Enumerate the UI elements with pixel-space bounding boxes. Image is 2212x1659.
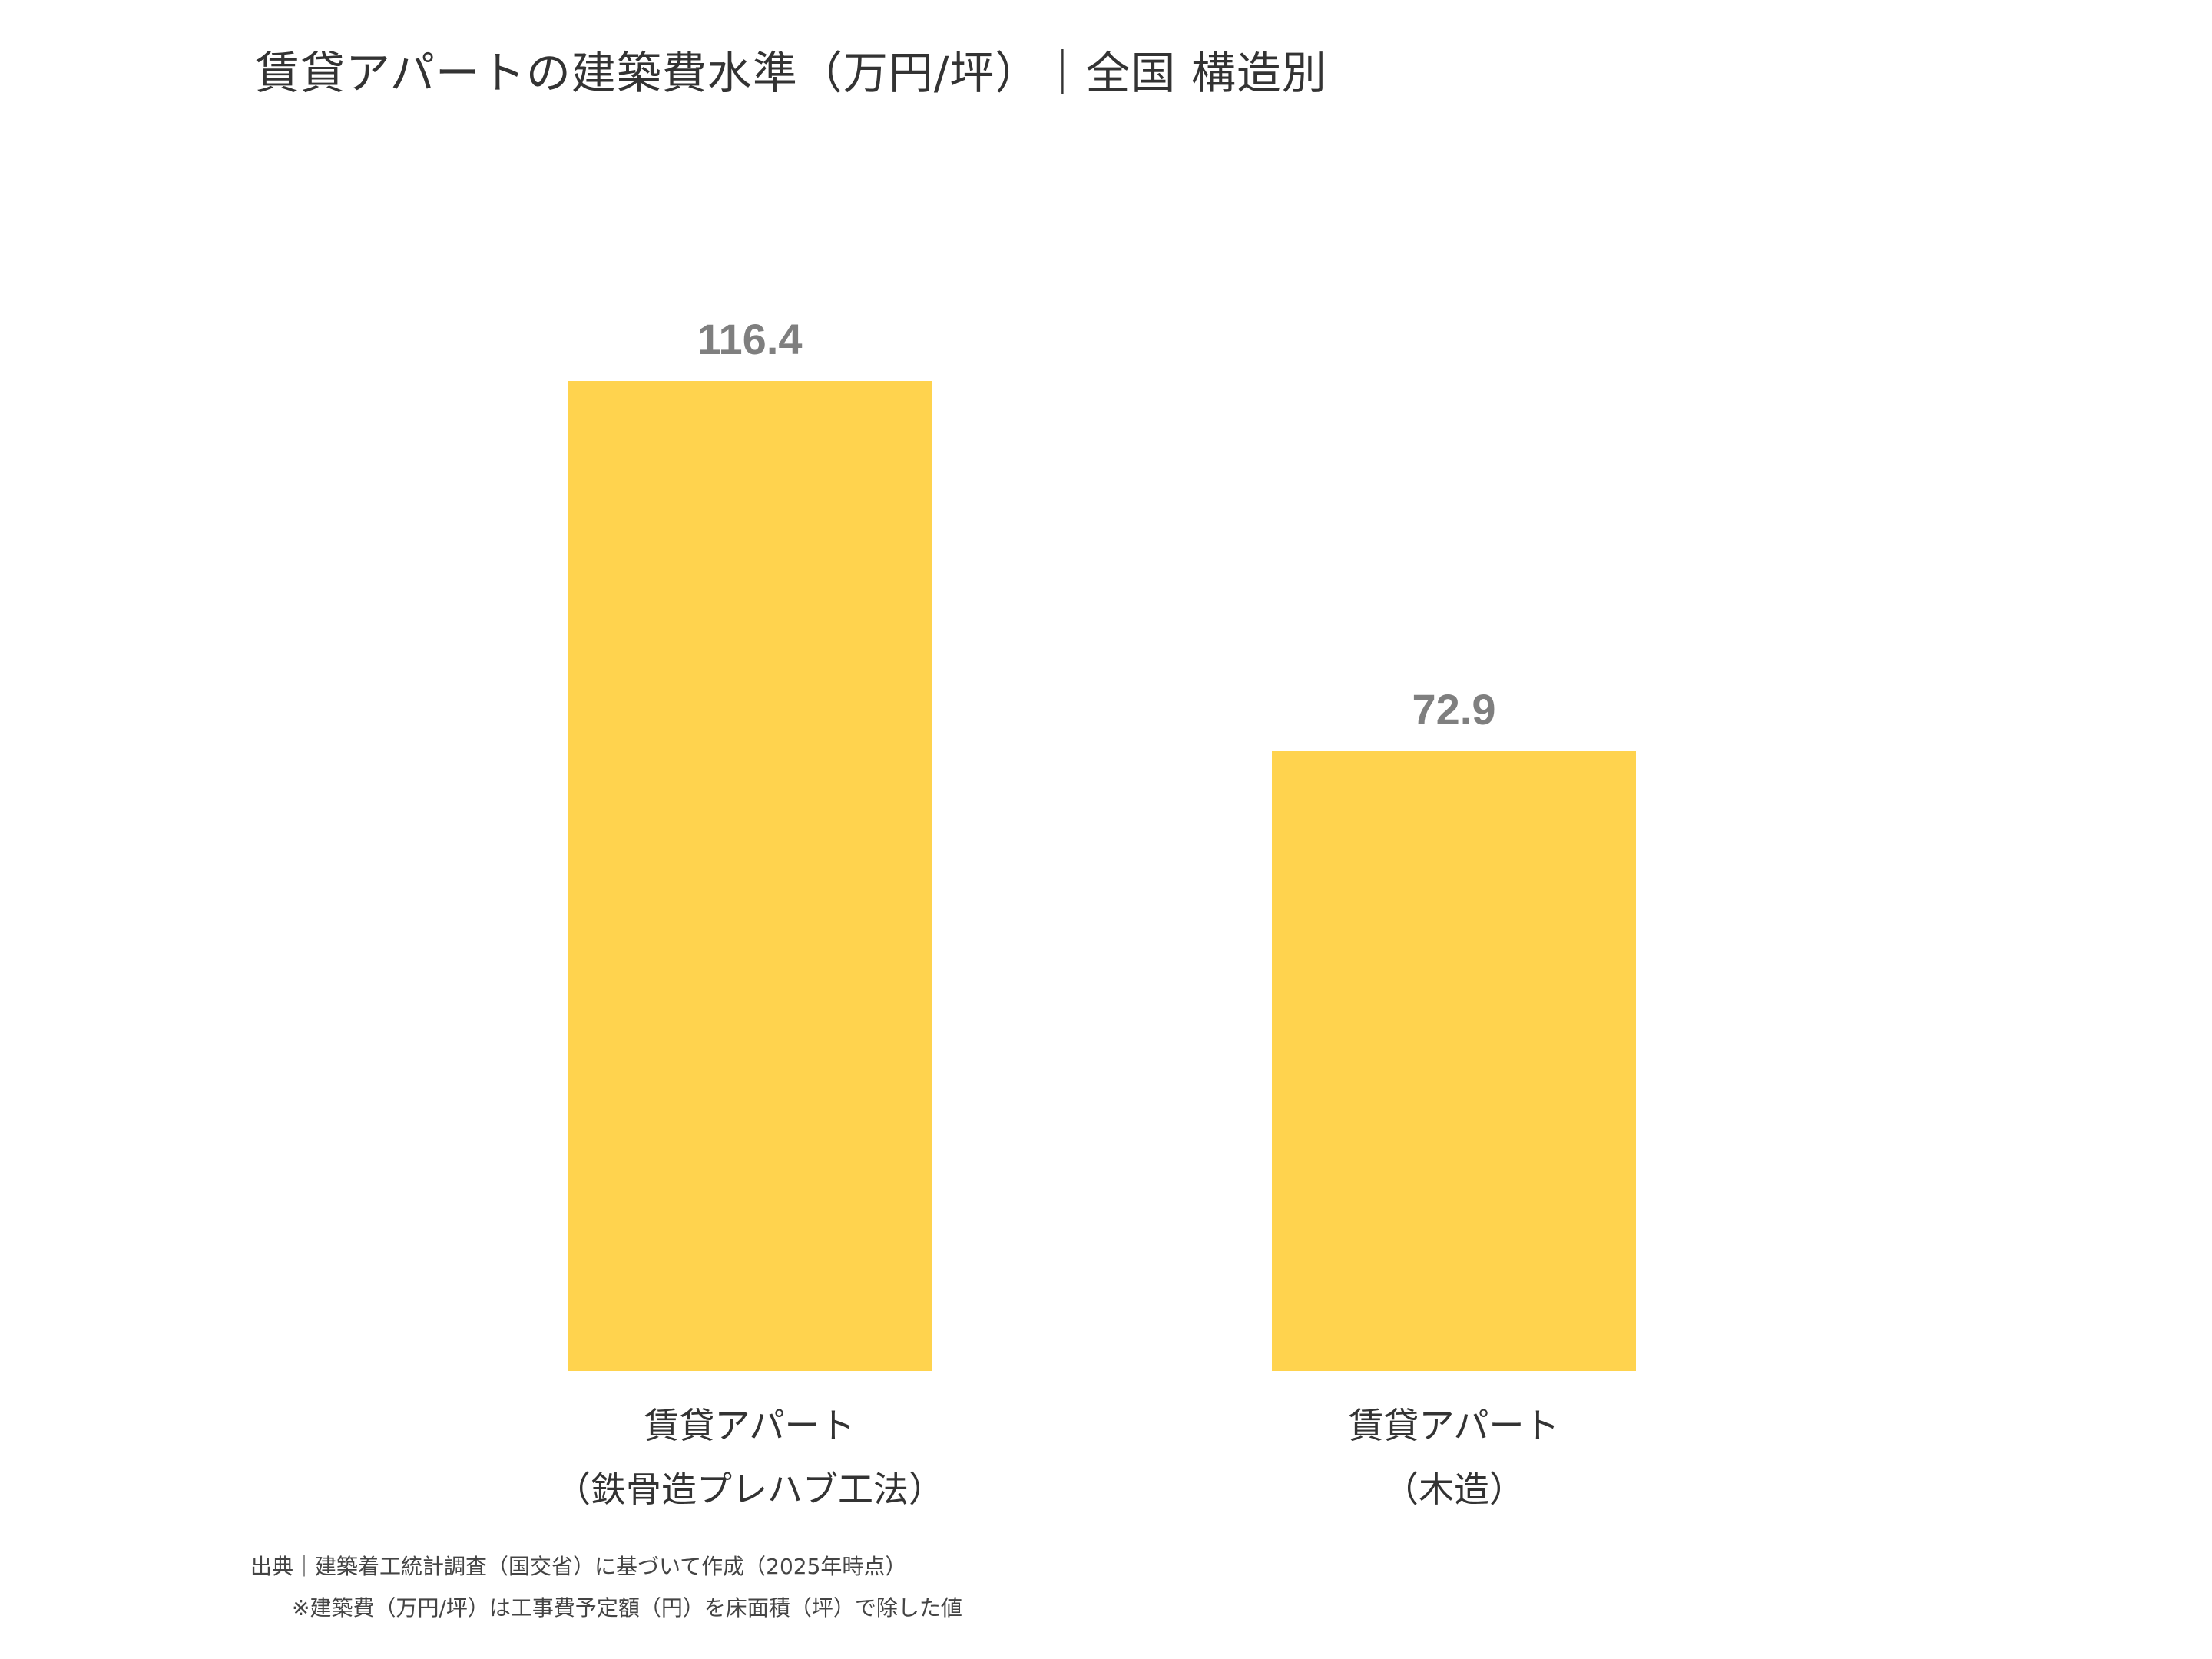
category-label-line2: （鉄骨造プレハブ工法）: [555, 1469, 944, 1510]
bar-steel-prefab: [568, 381, 932, 1371]
source-footnote: 出典｜建築着工統計調査（国交省）に基づいて作成（2025年時点）: [250, 1554, 907, 1579]
bar-wood: [1272, 751, 1636, 1371]
definition-footnote: ※建築費（万円/坪）は工事費予定額（円）を床面積（坪）で除した値: [292, 1595, 962, 1621]
chart-title: 賃貸アパートの建築費水準（万円/坪）｜全国 構造別: [255, 47, 1327, 99]
category-label-line1: 賃貸アパート: [1348, 1405, 1560, 1446]
category-label-line2: （木造）: [1383, 1469, 1525, 1510]
bar-value-label: 72.9: [1412, 685, 1496, 733]
category-label-line1: 賃貸アパート: [644, 1405, 856, 1446]
bar-value-label: 116.4: [697, 315, 803, 363]
